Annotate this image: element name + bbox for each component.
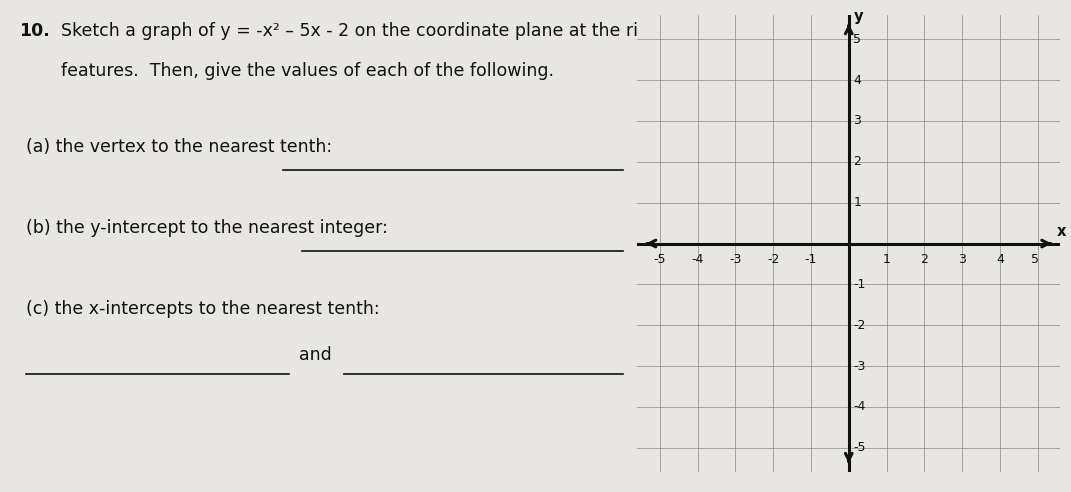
Text: 2: 2 xyxy=(854,155,861,168)
Text: -1: -1 xyxy=(804,252,817,266)
Text: (a) the vertex to the nearest tenth:: (a) the vertex to the nearest tenth: xyxy=(26,138,332,156)
Text: (c) the x-intercepts to the nearest tenth:: (c) the x-intercepts to the nearest tent… xyxy=(26,300,379,318)
Text: -5: -5 xyxy=(854,441,865,454)
Text: 1: 1 xyxy=(883,252,890,266)
Text: 10.: 10. xyxy=(19,22,50,40)
Text: -3: -3 xyxy=(854,360,865,372)
Text: 4: 4 xyxy=(854,74,861,87)
Text: x: x xyxy=(1056,224,1066,239)
Text: 5: 5 xyxy=(1030,252,1039,266)
Text: y: y xyxy=(854,9,863,24)
Text: -2: -2 xyxy=(767,252,780,266)
Text: 4: 4 xyxy=(996,252,1004,266)
Text: -4: -4 xyxy=(854,400,865,413)
Text: -2: -2 xyxy=(854,319,865,332)
Text: 3: 3 xyxy=(959,252,966,266)
Text: -5: -5 xyxy=(653,252,666,266)
Text: -1: -1 xyxy=(854,278,865,291)
Text: 5: 5 xyxy=(854,33,861,46)
Text: 3: 3 xyxy=(854,115,861,127)
Text: 2: 2 xyxy=(920,252,929,266)
Text: -3: -3 xyxy=(729,252,741,266)
Text: -4: -4 xyxy=(692,252,704,266)
Text: features.  Then, give the values of each of the following.: features. Then, give the values of each … xyxy=(61,62,554,80)
Text: and: and xyxy=(299,346,332,364)
Text: (b) the y-intercept to the nearest integer:: (b) the y-intercept to the nearest integ… xyxy=(26,219,388,237)
Text: 1: 1 xyxy=(854,196,861,209)
Text: Sketch a graph of y = -x² – 5x - 2 on the coordinate plane at the right, showing: Sketch a graph of y = -x² – 5x - 2 on th… xyxy=(61,22,861,40)
